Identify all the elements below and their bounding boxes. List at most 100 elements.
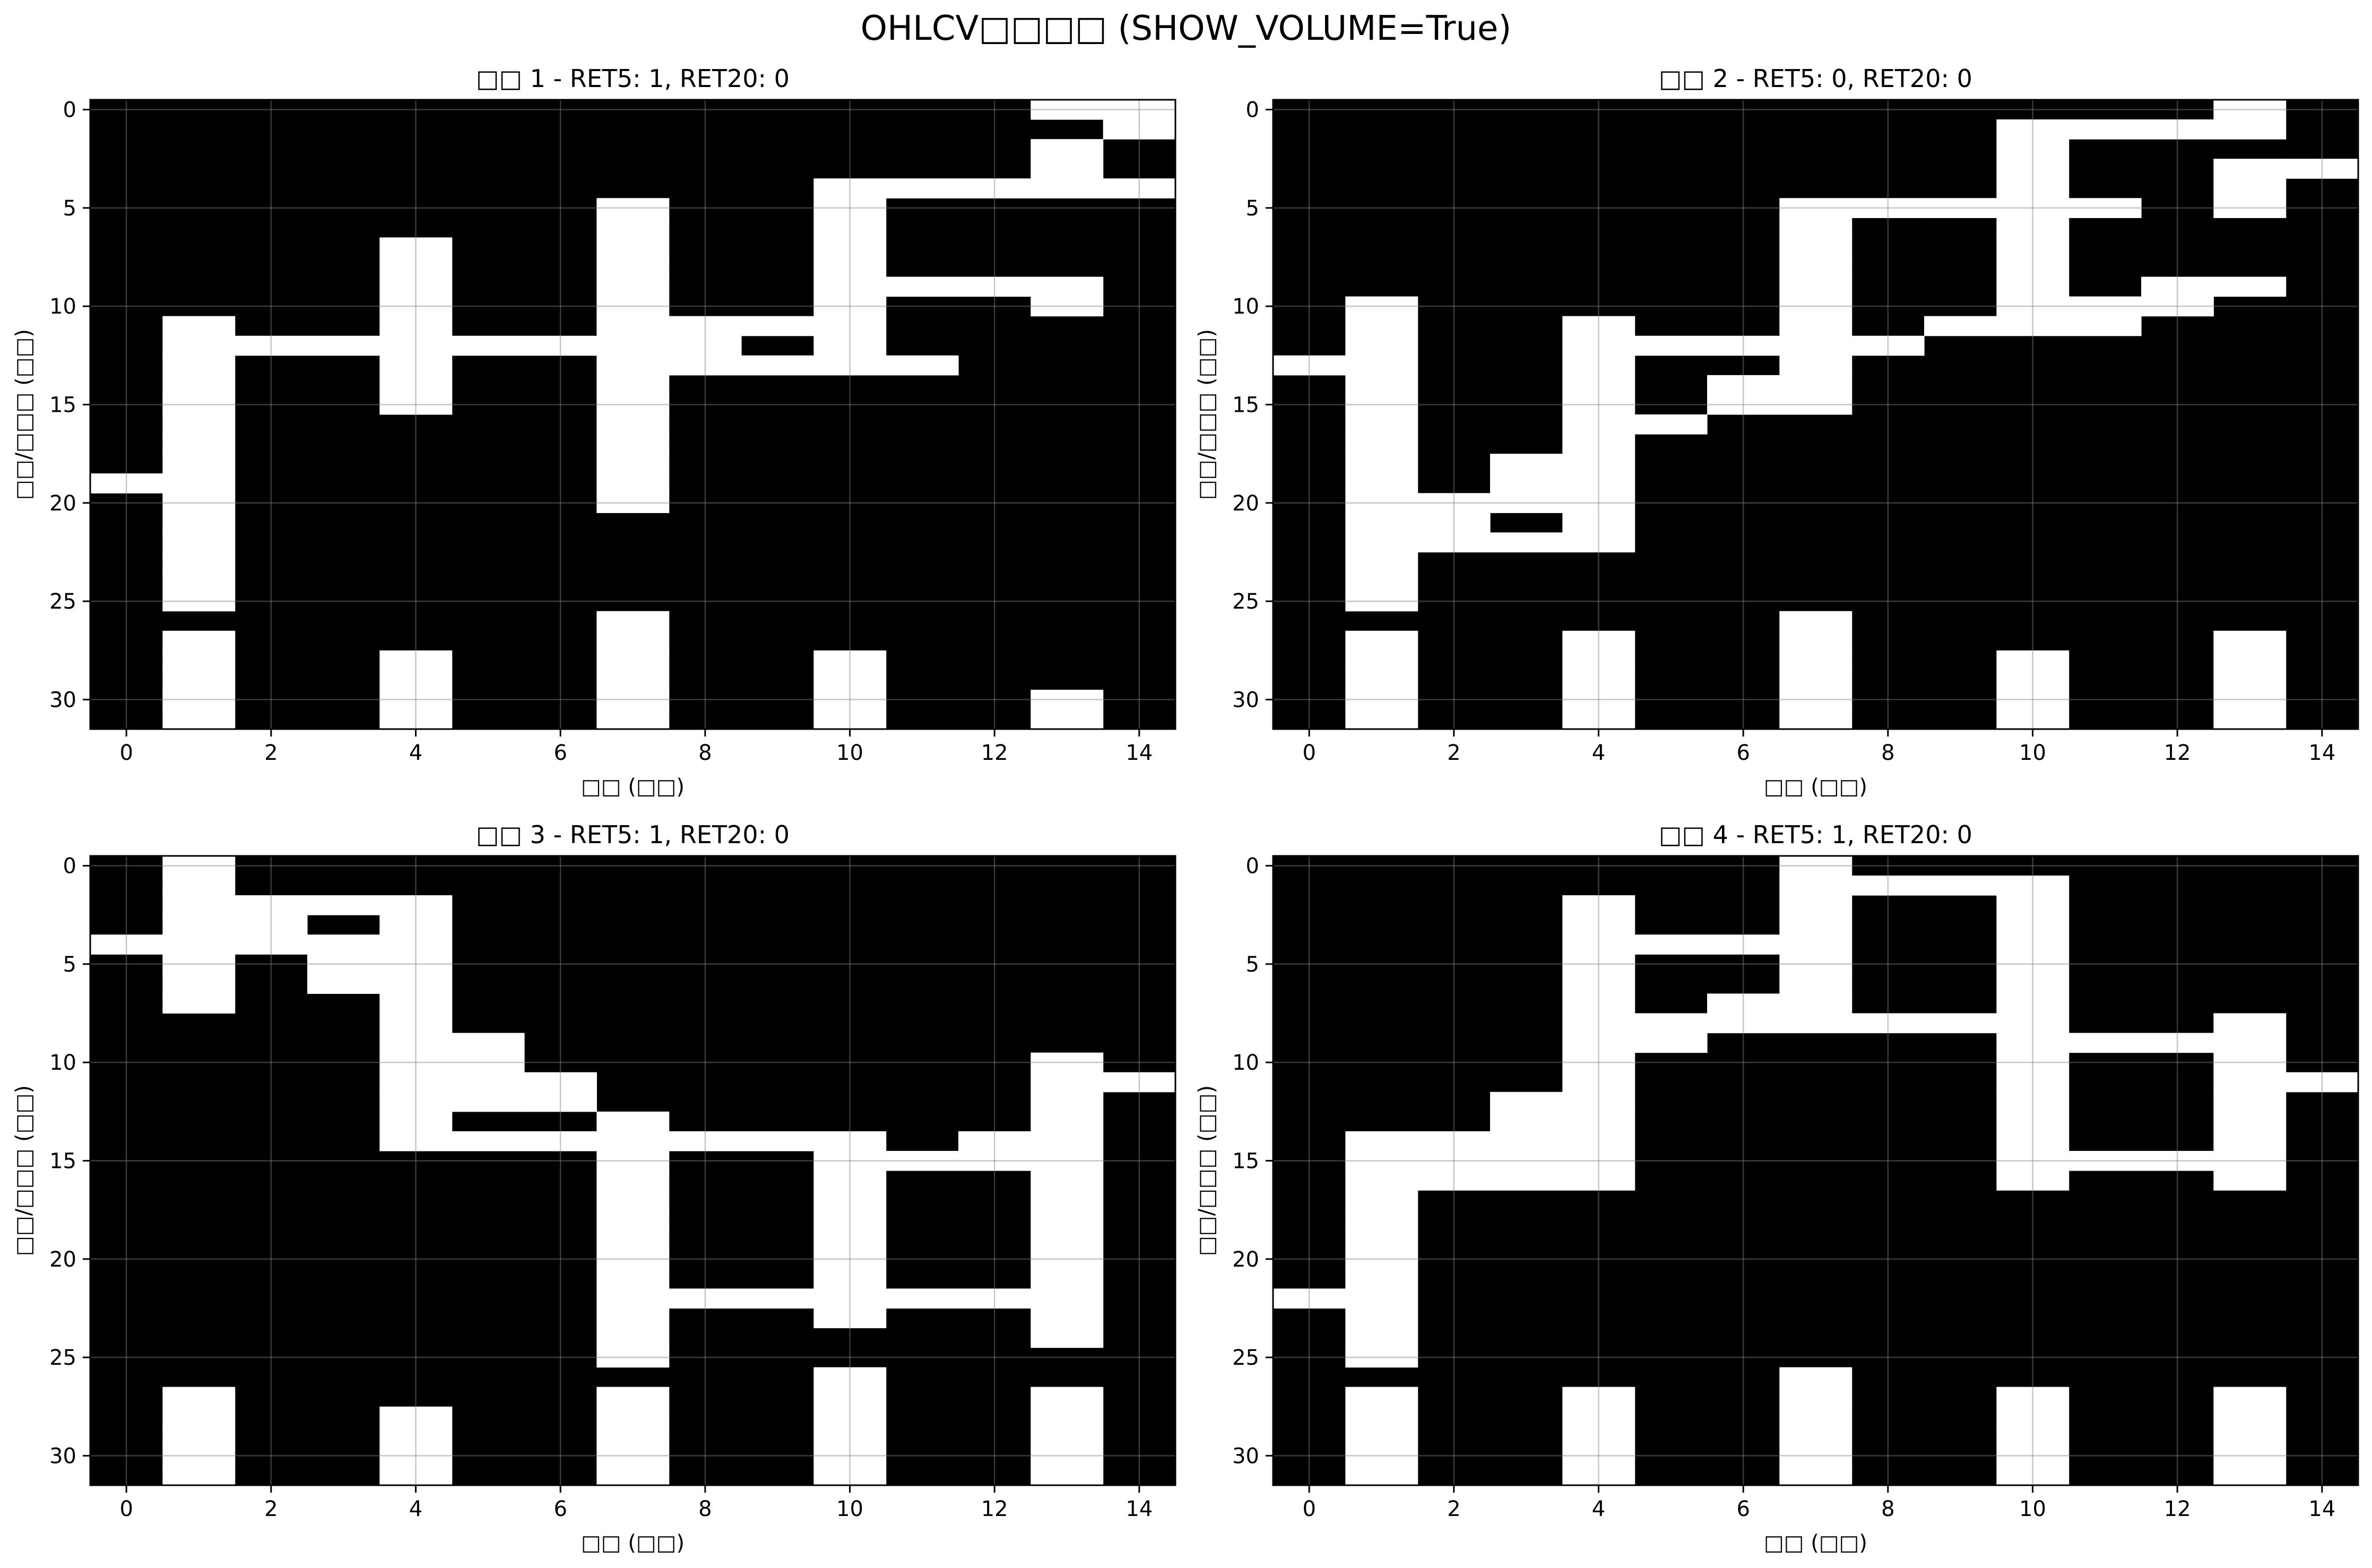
heatmap-cell xyxy=(2213,650,2287,671)
y-tick-label: 5 xyxy=(63,196,76,221)
heatmap-cell xyxy=(1345,670,1418,690)
heatmap-cell xyxy=(1851,1013,1925,1034)
heatmap-cell xyxy=(1345,650,1418,671)
heatmap-cell xyxy=(307,895,380,915)
heatmap-cell xyxy=(162,473,236,493)
heatmap-cell xyxy=(813,237,887,258)
heatmap-cell xyxy=(1996,1091,2070,1112)
heatmap-cell xyxy=(1273,1288,1346,1309)
y-tick-label: 15 xyxy=(1232,1149,1259,1173)
heatmap-cell xyxy=(1924,316,1997,336)
chart-title: □□ 2 - RET5: 0, RET20: 0 xyxy=(1659,64,1972,93)
heatmap-cell xyxy=(1924,1013,1997,1034)
heatmap-cell xyxy=(1996,1445,2070,1466)
y-tick-label: 20 xyxy=(1232,491,1259,516)
heatmap-cell xyxy=(1031,296,1104,317)
heatmap-cell xyxy=(1417,532,1491,553)
heatmap-cell xyxy=(1031,1328,1104,1348)
heatmap-cell xyxy=(813,1150,887,1171)
heatmap-cell xyxy=(2213,1150,2287,1171)
heatmap-cell xyxy=(1996,993,2070,1014)
heatmap-cell xyxy=(2213,1131,2287,1151)
heatmap-cell xyxy=(596,1328,670,1348)
heatmap-cell xyxy=(2141,1033,2214,1053)
x-tick-label: 12 xyxy=(2164,741,2191,765)
heatmap-cell xyxy=(813,1387,887,1407)
heatmap-cell xyxy=(1779,1387,1852,1407)
plot-frame xyxy=(1272,99,2359,730)
x-axis-label: □□ (□□) xyxy=(1764,775,1867,799)
heatmap-cell xyxy=(379,650,453,671)
x-tick-label: 0 xyxy=(1302,741,1315,765)
heatmap-cell xyxy=(2213,1465,2287,1486)
heatmap-cell xyxy=(1345,689,1418,710)
heatmap-cell xyxy=(596,257,670,278)
heatmap-cell xyxy=(958,1150,1031,1171)
y-tick-label: 10 xyxy=(1232,294,1259,319)
heatmap-cell xyxy=(1562,1150,1635,1171)
x-tick-label: 0 xyxy=(119,741,133,765)
heatmap-cell xyxy=(596,276,670,297)
y-tick-label: 10 xyxy=(49,1051,76,1075)
heatmap-cell xyxy=(1996,895,2070,915)
heatmap-cell xyxy=(1031,1229,1104,1250)
heatmap-cell xyxy=(958,1131,1031,1151)
heatmap-cell xyxy=(2141,119,2214,140)
heatmap-cell xyxy=(1779,611,1852,631)
heatmap-cell xyxy=(90,473,163,493)
heatmap-cell xyxy=(379,237,453,258)
heatmap-cell xyxy=(1779,394,1852,415)
heatmap-cell xyxy=(1103,1072,1176,1093)
heatmap-cell xyxy=(2213,670,2287,690)
heatmap-cell xyxy=(1345,316,1418,336)
heatmap-cell xyxy=(379,316,453,336)
heatmap-cell xyxy=(1031,689,1104,710)
heatmap-cell xyxy=(1031,1406,1104,1427)
heatmap-cell xyxy=(1345,513,1418,533)
heatmap-cell xyxy=(2213,1052,2287,1073)
heatmap-cell xyxy=(379,257,453,278)
heatmap-cell xyxy=(1779,954,1852,974)
heatmap-cell xyxy=(162,856,236,876)
heatmap-cell xyxy=(813,198,887,218)
heatmap-cell xyxy=(596,670,670,690)
heatmap-cell xyxy=(162,552,236,573)
heatmap-cell xyxy=(1996,915,2070,935)
heatmap-cell xyxy=(1707,375,1780,395)
heatmap-cell xyxy=(741,316,814,336)
heatmap-cell xyxy=(1562,375,1635,395)
heatmap-cell xyxy=(1031,178,1104,198)
heatmap-cell xyxy=(1031,1288,1104,1309)
heatmap-cell xyxy=(162,355,236,376)
y-tick-label: 5 xyxy=(1246,196,1259,221)
heatmap-cell xyxy=(596,630,670,651)
heatmap-cell xyxy=(596,1308,670,1329)
heatmap-cell xyxy=(2213,1013,2287,1034)
heatmap-cell xyxy=(1031,1308,1104,1329)
heatmap-cell xyxy=(1417,1171,1491,1191)
heatmap-cell xyxy=(1634,414,1708,435)
heatmap-cell xyxy=(452,1131,525,1151)
y-tick-label: 15 xyxy=(49,393,76,417)
y-tick-label: 15 xyxy=(1232,393,1259,417)
heatmap-cell xyxy=(596,1269,670,1289)
heatmap-cell xyxy=(596,1111,670,1132)
heatmap-cell xyxy=(886,1288,959,1309)
heatmap-cell xyxy=(1779,257,1852,278)
heatmap-cell xyxy=(1345,591,1418,612)
heatmap-cell xyxy=(235,915,308,935)
heatmap-cell xyxy=(596,454,670,474)
heatmap-cell xyxy=(596,335,670,356)
heatmap-cell xyxy=(813,1131,887,1151)
heatmap-cell xyxy=(886,1150,959,1171)
heatmap-cell xyxy=(1490,473,1563,493)
heatmap-cell xyxy=(1417,1150,1491,1171)
heatmap-cell xyxy=(2213,1406,2287,1427)
heatmap-cell xyxy=(1345,473,1418,493)
y-tick-label: 25 xyxy=(49,1346,76,1370)
x-tick-label: 10 xyxy=(2019,741,2046,765)
heatmap-cell xyxy=(2213,1091,2287,1112)
heatmap-cell xyxy=(235,335,308,356)
heatmap-cell xyxy=(1345,1328,1418,1348)
heatmap-cell xyxy=(1634,1033,1708,1053)
